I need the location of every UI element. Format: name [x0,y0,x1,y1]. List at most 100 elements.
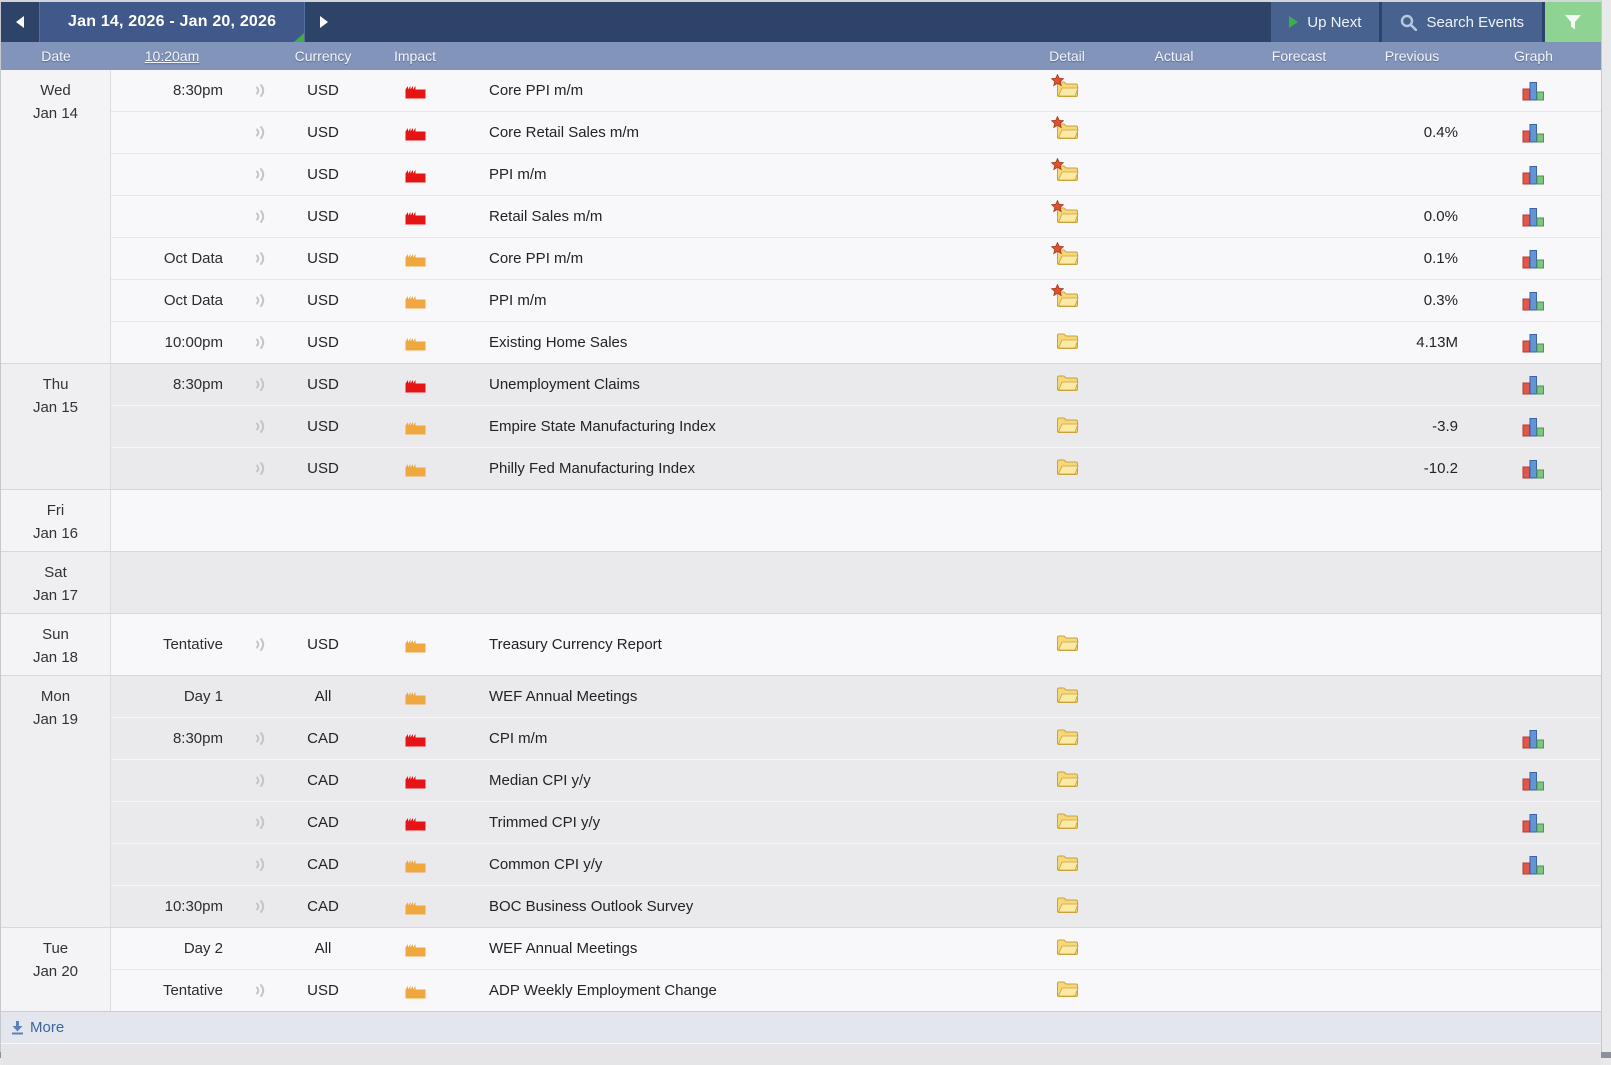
event-detail-cell[interactable] [1026,199,1108,228]
event-detail-cell[interactable] [1026,770,1108,792]
event-graph-cell[interactable] [1466,855,1601,875]
event-impact-cell[interactable] [359,940,471,957]
event-row[interactable]: Day 2 All WEF Annual Meetings [111,928,1601,969]
event-title[interactable]: Unemployment Claims [489,376,640,393]
event-alert-cell[interactable] [233,898,287,916]
event-title[interactable]: ADP Weekly Employment Change [489,982,717,999]
event-impact-cell[interactable] [359,730,471,747]
event-title[interactable]: Trimmed CPI y/y [489,814,601,831]
event-impact-cell[interactable] [359,460,471,477]
event-title[interactable]: Common CPI y/y [489,856,603,873]
event-title[interactable]: Existing Home Sales [489,334,628,351]
event-alert-cell[interactable] [233,334,287,352]
event-graph-cell[interactable] [1466,207,1601,227]
detail-folder[interactable] [1050,199,1079,224]
event-alert-cell[interactable] [233,814,287,832]
event-row[interactable]: Tentative USD ADP Weekly Employment Change [111,969,1601,1011]
event-impact-cell[interactable] [359,166,471,183]
detail-folder[interactable] [1056,770,1079,788]
event-row[interactable]: Oct Data USD Core PPI m/m 0.1% [111,237,1601,279]
event-graph-cell[interactable] [1466,123,1601,143]
event-title[interactable]: Core PPI m/m [489,250,584,267]
detail-folder[interactable] [1056,854,1079,872]
event-alert-cell[interactable] [233,166,287,184]
event-row[interactable]: Oct Data USD PPI m/m 0.3% [111,279,1601,321]
event-row[interactable]: CAD Median CPI y/y [111,759,1601,801]
event-impact-cell[interactable] [359,856,471,873]
event-detail-cell[interactable] [1026,241,1108,270]
event-detail-cell[interactable] [1026,416,1108,438]
event-alert-cell[interactable] [233,292,287,310]
event-row[interactable]: 8:30pm USD Unemployment Claims [111,364,1601,405]
event-detail-cell[interactable] [1026,157,1108,186]
event-alert-cell[interactable] [233,460,287,478]
event-detail-cell[interactable] [1026,115,1108,144]
event-impact-cell[interactable] [359,250,471,267]
event-row[interactable]: 8:30pm CAD CPI m/m [111,717,1601,759]
event-graph-cell[interactable] [1466,729,1601,749]
event-row[interactable]: CAD Trimmed CPI y/y [111,801,1601,843]
event-graph-cell[interactable] [1466,165,1601,185]
event-detail-cell[interactable] [1026,812,1108,834]
detail-folder[interactable] [1050,241,1079,266]
event-title[interactable]: CPI m/m [489,730,548,747]
event-row[interactable]: Tentative USD Treasury Currency Report [111,614,1601,675]
event-detail-cell[interactable] [1026,896,1108,918]
event-title[interactable]: Core PPI m/m [489,82,584,99]
time-header-link[interactable]: 10:20am [144,48,200,64]
event-title[interactable]: Median CPI y/y [489,772,591,789]
event-alert-cell[interactable] [233,730,287,748]
event-graph-cell[interactable] [1466,249,1601,269]
event-impact-cell[interactable] [359,636,471,653]
next-week-button[interactable] [305,2,343,42]
event-title[interactable]: Philly Fed Manufacturing Index [489,460,695,477]
event-graph-cell[interactable] [1466,333,1601,353]
event-title[interactable]: Treasury Currency Report [489,636,662,653]
event-title[interactable]: PPI m/m [489,292,547,309]
event-impact-cell[interactable] [359,208,471,225]
detail-folder[interactable] [1056,896,1079,914]
prev-week-button[interactable] [1,2,39,42]
detail-folder[interactable] [1056,812,1079,830]
event-detail-cell[interactable] [1026,854,1108,876]
detail-folder[interactable] [1056,374,1079,392]
event-detail-cell[interactable] [1026,458,1108,480]
event-impact-cell[interactable] [359,418,471,435]
event-graph-cell[interactable] [1466,291,1601,311]
event-alert-cell[interactable] [233,418,287,436]
event-row[interactable]: USD Philly Fed Manufacturing Index -10.2 [111,447,1601,489]
event-impact-cell[interactable] [359,292,471,309]
event-alert-cell[interactable] [233,208,287,226]
event-impact-cell[interactable] [359,814,471,831]
event-alert-cell[interactable] [233,772,287,790]
event-row[interactable]: 10:00pm USD Existing Home Sales 4.13M [111,321,1601,363]
event-row[interactable]: Day 1 All WEF Annual Meetings [111,676,1601,717]
detail-folder[interactable] [1050,73,1079,98]
event-graph-cell[interactable] [1466,375,1601,395]
event-graph-cell[interactable] [1466,417,1601,437]
more-link[interactable]: More [1,1011,1601,1043]
event-alert-cell[interactable] [233,856,287,874]
detail-folder[interactable] [1056,980,1079,998]
event-impact-cell[interactable] [359,772,471,789]
search-events-button[interactable]: Search Events [1382,2,1542,42]
event-detail-cell[interactable] [1026,332,1108,354]
event-detail-cell[interactable] [1026,728,1108,750]
event-title[interactable]: WEF Annual Meetings [489,940,638,957]
detail-folder[interactable] [1056,634,1079,652]
detail-folder[interactable] [1056,332,1079,350]
event-detail-cell[interactable] [1026,283,1108,312]
event-alert-cell[interactable] [233,124,287,142]
event-detail-cell[interactable] [1026,686,1108,708]
event-impact-cell[interactable] [359,982,471,999]
event-alert-cell[interactable] [233,82,287,100]
detail-folder[interactable] [1050,157,1079,182]
detail-folder[interactable] [1050,115,1079,140]
event-graph-cell[interactable] [1466,771,1601,791]
event-row[interactable]: USD Retail Sales m/m 0.0% [111,195,1601,237]
event-alert-cell[interactable] [233,250,287,268]
detail-folder[interactable] [1056,416,1079,434]
detail-folder[interactable] [1056,728,1079,746]
detail-folder[interactable] [1056,686,1079,704]
filter-button[interactable] [1545,2,1601,42]
